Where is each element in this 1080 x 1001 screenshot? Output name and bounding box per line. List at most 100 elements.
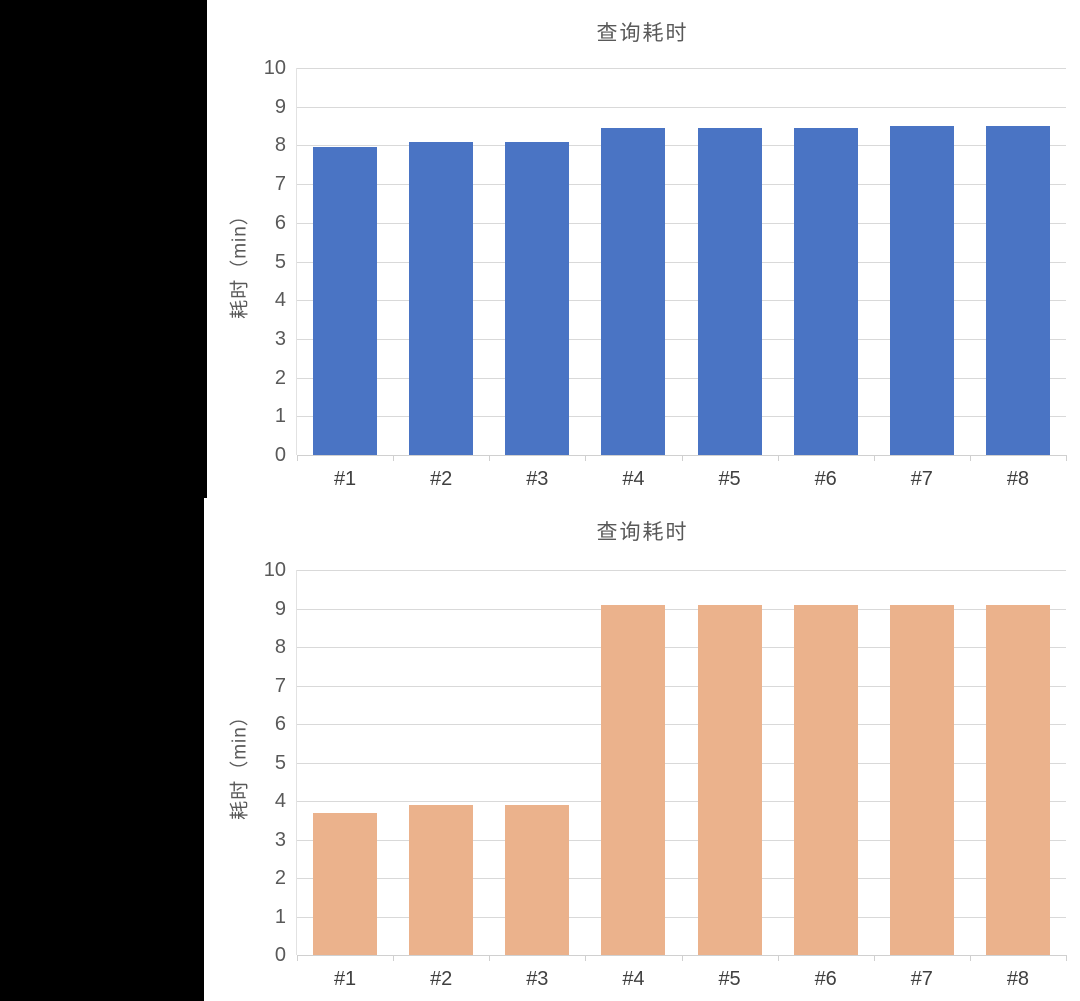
axis-tick bbox=[777, 455, 779, 461]
x-category-label: #5 bbox=[718, 468, 741, 490]
x-category-label: #4 bbox=[622, 968, 645, 990]
axis-tick bbox=[489, 455, 491, 461]
axis-tick bbox=[1066, 955, 1067, 961]
axis-tick bbox=[777, 955, 779, 961]
gridline bbox=[297, 377, 1066, 379]
y-tick-label: 1 bbox=[274, 405, 286, 428]
gridline bbox=[297, 570, 1066, 571]
bar-#7 bbox=[889, 604, 954, 955]
x-category-label: #3 bbox=[526, 968, 549, 990]
y-tick-label: 3 bbox=[274, 828, 286, 851]
x-category-label: #1 bbox=[333, 968, 357, 990]
y-tick-label: 4 bbox=[274, 790, 286, 812]
bar-#1 bbox=[313, 147, 378, 455]
axis-tick bbox=[681, 455, 683, 461]
gridline bbox=[297, 647, 1066, 648]
y-tick-label: 6 bbox=[274, 713, 286, 735]
y-tick-label: 2 bbox=[274, 366, 286, 389]
axis-tick bbox=[873, 955, 875, 961]
x-category-label: #8 bbox=[1006, 968, 1030, 990]
axis-tick bbox=[297, 955, 298, 961]
bar-#3 bbox=[505, 804, 570, 955]
y-tick-label: 7 bbox=[274, 674, 286, 697]
chart-title: 查询耗时 bbox=[596, 22, 689, 45]
axis-tick bbox=[585, 455, 587, 461]
chart-title: 查询耗时 bbox=[596, 521, 689, 544]
gridline bbox=[297, 916, 1066, 918]
bar-#5 bbox=[697, 604, 762, 955]
gridline bbox=[297, 300, 1066, 302]
y-tick-label: 8 bbox=[274, 636, 286, 658]
gridline bbox=[297, 762, 1066, 764]
query-time-chart-blue: 查询耗时 耗时（min） 0 1 2 3 4 5 6 7 8 9 10 #1 #2 #3 #4 #5 #6 #7 #… bbox=[205, 0, 1080, 503]
bar-#6 bbox=[793, 604, 858, 955]
gridline bbox=[297, 801, 1066, 802]
axis-tick bbox=[297, 455, 298, 461]
gridline bbox=[297, 685, 1066, 687]
bar-#2 bbox=[409, 141, 474, 455]
y-tick-label: 7 bbox=[274, 173, 286, 196]
x-category-label: #2 bbox=[430, 968, 453, 990]
gridline bbox=[297, 878, 1066, 879]
bar-#4 bbox=[601, 128, 666, 455]
gridline bbox=[297, 338, 1066, 340]
x-category-label: #3 bbox=[526, 468, 549, 490]
gridline bbox=[297, 145, 1066, 147]
axis-tick bbox=[489, 955, 491, 961]
y-tick-label: 10 bbox=[263, 559, 286, 581]
axis-tick bbox=[681, 955, 683, 961]
bar-#5 bbox=[697, 128, 762, 455]
gridline bbox=[297, 184, 1066, 186]
bar-#7 bbox=[889, 126, 954, 455]
gridline bbox=[297, 261, 1066, 263]
x-category-label: #1 bbox=[333, 468, 357, 490]
gridline bbox=[297, 724, 1066, 725]
x-category-label: #8 bbox=[1006, 468, 1030, 490]
gridline bbox=[297, 608, 1066, 610]
x-category-label: #5 bbox=[718, 968, 741, 990]
y-tick-label: 6 bbox=[274, 211, 286, 234]
gridline bbox=[297, 68, 1066, 69]
x-category-label: #7 bbox=[910, 468, 933, 490]
y-tick-label: 8 bbox=[274, 134, 286, 157]
axis-tick bbox=[873, 455, 875, 461]
x-category-label: #6 bbox=[814, 968, 837, 990]
bar-#3 bbox=[505, 141, 570, 455]
y-tick-label: 4 bbox=[274, 289, 286, 312]
bar-#8 bbox=[985, 126, 1050, 455]
y-tick-label: 2 bbox=[274, 867, 286, 889]
gridline bbox=[297, 416, 1066, 418]
y-tick-label: 0 bbox=[274, 444, 286, 466]
letterbox-left-top bbox=[0, 0, 207, 498]
bar-#6 bbox=[793, 128, 858, 455]
y-tick-label: 1 bbox=[274, 905, 286, 928]
axis-tick bbox=[969, 955, 971, 961]
y-tick-label: 9 bbox=[274, 597, 286, 620]
gridline bbox=[297, 106, 1066, 108]
gridline bbox=[297, 222, 1066, 224]
query-time-chart-orange: 查询耗时 耗时（min） 0 1 2 3 4 5 6 7 8 9 10 #1 #2 #3 #4 #5 #6 #7 #… bbox=[205, 503, 1080, 1001]
y-tick-label: 0 bbox=[274, 944, 286, 966]
bar-#2 bbox=[409, 804, 474, 955]
x-category-label: #2 bbox=[430, 468, 453, 490]
bar-#8 bbox=[985, 604, 1050, 955]
axis-tick bbox=[585, 955, 587, 961]
y-tick-label: 5 bbox=[274, 250, 286, 273]
axis-tick bbox=[393, 955, 395, 961]
bar-#1 bbox=[313, 812, 378, 955]
x-category-label: #4 bbox=[622, 468, 645, 490]
x-category-label: #6 bbox=[814, 468, 837, 490]
axis-tick bbox=[1066, 455, 1067, 461]
bar-#4 bbox=[601, 604, 666, 955]
y-tick-label: 5 bbox=[274, 751, 286, 774]
letterbox-left-bottom bbox=[0, 498, 204, 1001]
y-tick-label: 9 bbox=[274, 95, 286, 118]
axis-tick bbox=[393, 455, 395, 461]
gridline bbox=[297, 839, 1066, 841]
x-category-label: #7 bbox=[910, 968, 933, 990]
y-tick-label: 3 bbox=[274, 327, 286, 350]
axis-tick bbox=[969, 455, 971, 461]
y-tick-label: 10 bbox=[263, 57, 286, 79]
plot-area: 0 1 2 3 4 5 6 7 8 9 10 #1 #2 #3 #4 #5 #6 #7 #8 bbox=[264, 559, 1067, 990]
plot-area: 0 1 2 3 4 5 6 7 8 9 10 #1 #2 #3 #4 #5 #6 #7 #8 bbox=[264, 57, 1067, 490]
